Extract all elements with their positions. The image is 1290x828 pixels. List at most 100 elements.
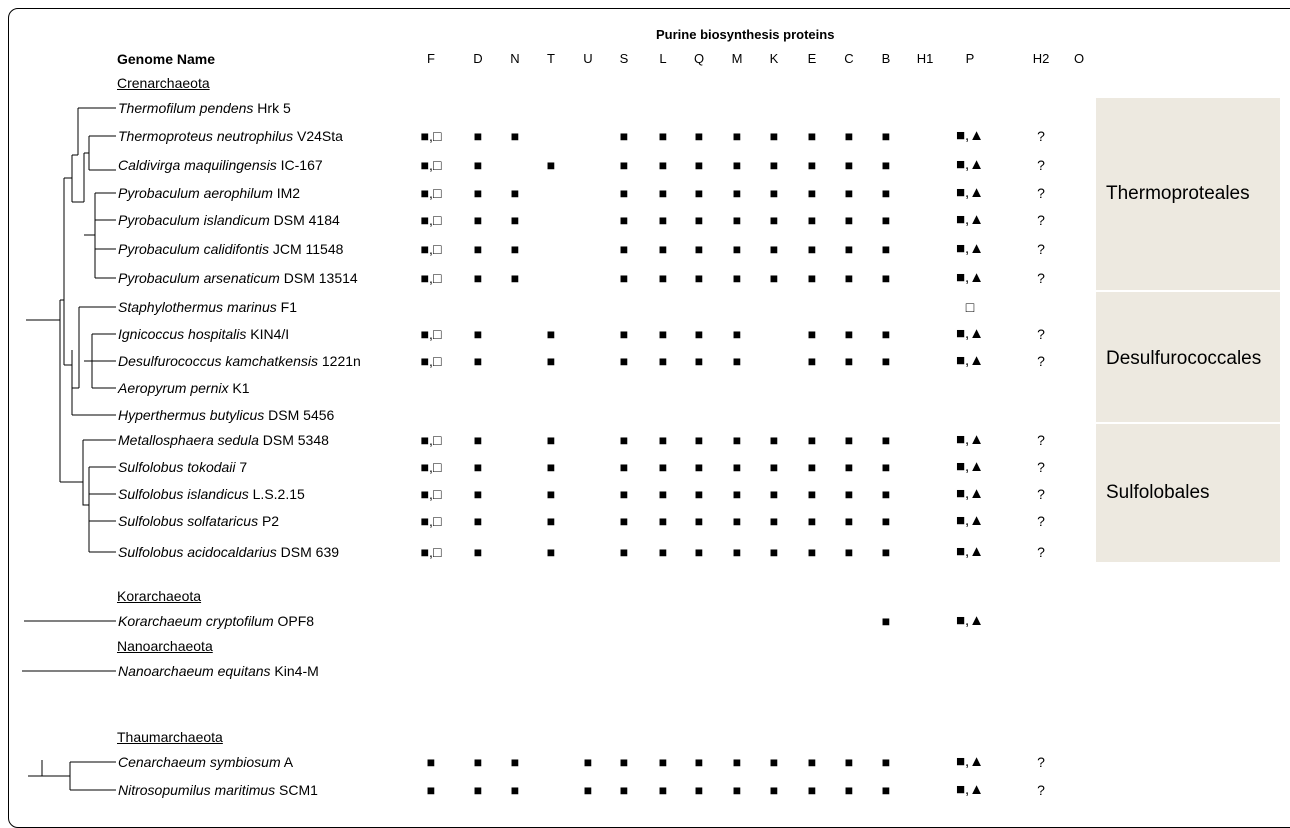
species-name: Korarchaeum cryptofilum <box>118 613 274 629</box>
marker-m: ■ <box>732 459 742 475</box>
marker-m: ■ <box>732 754 742 770</box>
column-header-h1: H1 <box>916 51 934 66</box>
marker-t: ■ <box>546 544 556 560</box>
marker-u: ■ <box>583 782 593 798</box>
marker-p: ■,▲ <box>955 781 985 798</box>
marker-q: ■ <box>694 270 704 286</box>
marker-c: ■ <box>844 128 854 144</box>
genome-name: Desulfurococcus kamchatkensis 1221n <box>118 353 361 369</box>
marker-b: ■ <box>881 157 891 173</box>
column-header-f: F <box>427 51 435 66</box>
marker-s: ■ <box>619 353 629 369</box>
strain-name: DSM 639 <box>276 544 340 560</box>
marker-c: ■ <box>844 353 854 369</box>
marker-p: ■,▲ <box>955 485 985 502</box>
marker-b: ■ <box>881 459 891 475</box>
marker-p: ■,▲ <box>955 269 985 286</box>
marker-d: ■ <box>473 432 483 448</box>
order-label-sulfolobales: Sulfolobales <box>1106 482 1210 503</box>
marker-k: ■ <box>769 270 779 286</box>
marker-e: ■ <box>807 270 817 286</box>
marker-s: ■ <box>619 486 629 502</box>
marker-d: ■ <box>473 486 483 502</box>
column-header-d: D <box>473 51 483 66</box>
marker-b: ■ <box>881 326 891 342</box>
species-name: Sulfolobus solfataricus <box>118 513 259 529</box>
marker-e: ■ <box>807 157 817 173</box>
marker-p: ■,▲ <box>955 431 985 448</box>
marker-f: ■,□ <box>420 212 442 228</box>
column-header-s: S <box>619 51 629 66</box>
strain-name: Kin4-M <box>270 663 319 679</box>
marker-k: ■ <box>769 782 779 798</box>
genome-name: Nitrosopumilus maritimus SCM1 <box>118 782 318 798</box>
genome-name: Korarchaeum cryptofilum OPF8 <box>118 613 314 629</box>
genome-name: Staphylothermus marinus F1 <box>118 299 297 315</box>
genome-name: Pyrobaculum arsenaticum DSM 13514 <box>118 270 358 286</box>
marker-s: ■ <box>619 459 629 475</box>
genome-name: Sulfolobus islandicus L.S.2.15 <box>118 486 305 502</box>
marker-d: ■ <box>473 270 483 286</box>
marker-h2: ? <box>1037 754 1045 770</box>
marker-c: ■ <box>844 185 854 201</box>
marker-d: ■ <box>473 459 483 475</box>
marker-h2: ? <box>1037 459 1045 475</box>
marker-d: ■ <box>473 157 483 173</box>
marker-e: ■ <box>807 544 817 560</box>
marker-f: ■,□ <box>420 157 442 173</box>
marker-m: ■ <box>732 128 742 144</box>
column-header-h2: H2 <box>1032 51 1050 66</box>
marker-f: ■,□ <box>420 241 442 257</box>
marker-h2: ? <box>1037 128 1045 144</box>
marker-c: ■ <box>844 486 854 502</box>
marker-l: ■ <box>658 513 668 529</box>
marker-l: ■ <box>658 459 668 475</box>
species-name: Pyrobaculum islandicum <box>118 212 270 228</box>
marker-p: ■,▲ <box>955 543 985 560</box>
marker-h2: ? <box>1037 241 1045 257</box>
marker-m: ■ <box>732 782 742 798</box>
species-name: Desulfurococcus kamchatkensis <box>118 353 318 369</box>
marker-l: ■ <box>658 270 668 286</box>
marker-l: ■ <box>658 128 668 144</box>
genome-name: Caldivirga maquilingensis IC-167 <box>118 157 323 173</box>
marker-k: ■ <box>769 157 779 173</box>
strain-name: 7 <box>235 459 248 475</box>
figure-title: Purine biosynthesis proteins <box>656 27 835 42</box>
phylogenetic-tree <box>22 107 116 791</box>
column-header-n: N <box>510 51 520 66</box>
strain-name: DSM 5348 <box>258 432 329 448</box>
marker-d: ■ <box>473 326 483 342</box>
marker-q: ■ <box>694 544 704 560</box>
marker-f: ■,□ <box>420 326 442 342</box>
species-name: Thermoproteus neutrophilus <box>118 128 294 144</box>
tree-branch-desulfurococcales-inner <box>84 333 116 389</box>
marker-e: ■ <box>807 326 817 342</box>
tree-branch-pyrobaculum <box>84 192 116 279</box>
marker-k: ■ <box>769 212 779 228</box>
order-label-desulfurococcales: Desulfurococcales <box>1106 348 1262 369</box>
marker-m: ■ <box>732 326 742 342</box>
marker-h2: ? <box>1037 486 1045 502</box>
genome-name: Thermoproteus neutrophilus V24Sta <box>118 128 343 144</box>
marker-b: ■ <box>881 782 891 798</box>
marker-k: ■ <box>769 128 779 144</box>
marker-l: ■ <box>658 157 668 173</box>
genome-name: Thermofilum pendens Hrk 5 <box>118 100 291 116</box>
marker-l: ■ <box>658 185 668 201</box>
marker-s: ■ <box>619 185 629 201</box>
marker-q: ■ <box>694 432 704 448</box>
marker-e: ■ <box>807 241 817 257</box>
column-header-u: U <box>583 51 593 66</box>
marker-e: ■ <box>807 212 817 228</box>
marker-l: ■ <box>658 544 668 560</box>
tree-branch-thermoproteales-root <box>60 155 73 365</box>
marker-q: ■ <box>694 782 704 798</box>
marker-m: ■ <box>732 544 742 560</box>
marker-d: ■ <box>473 128 483 144</box>
strain-name: IC-167 <box>276 157 323 173</box>
strain-name: 1221n <box>317 353 361 369</box>
marker-n: ■ <box>510 212 520 228</box>
marker-s: ■ <box>619 326 629 342</box>
marker-l: ■ <box>658 326 668 342</box>
